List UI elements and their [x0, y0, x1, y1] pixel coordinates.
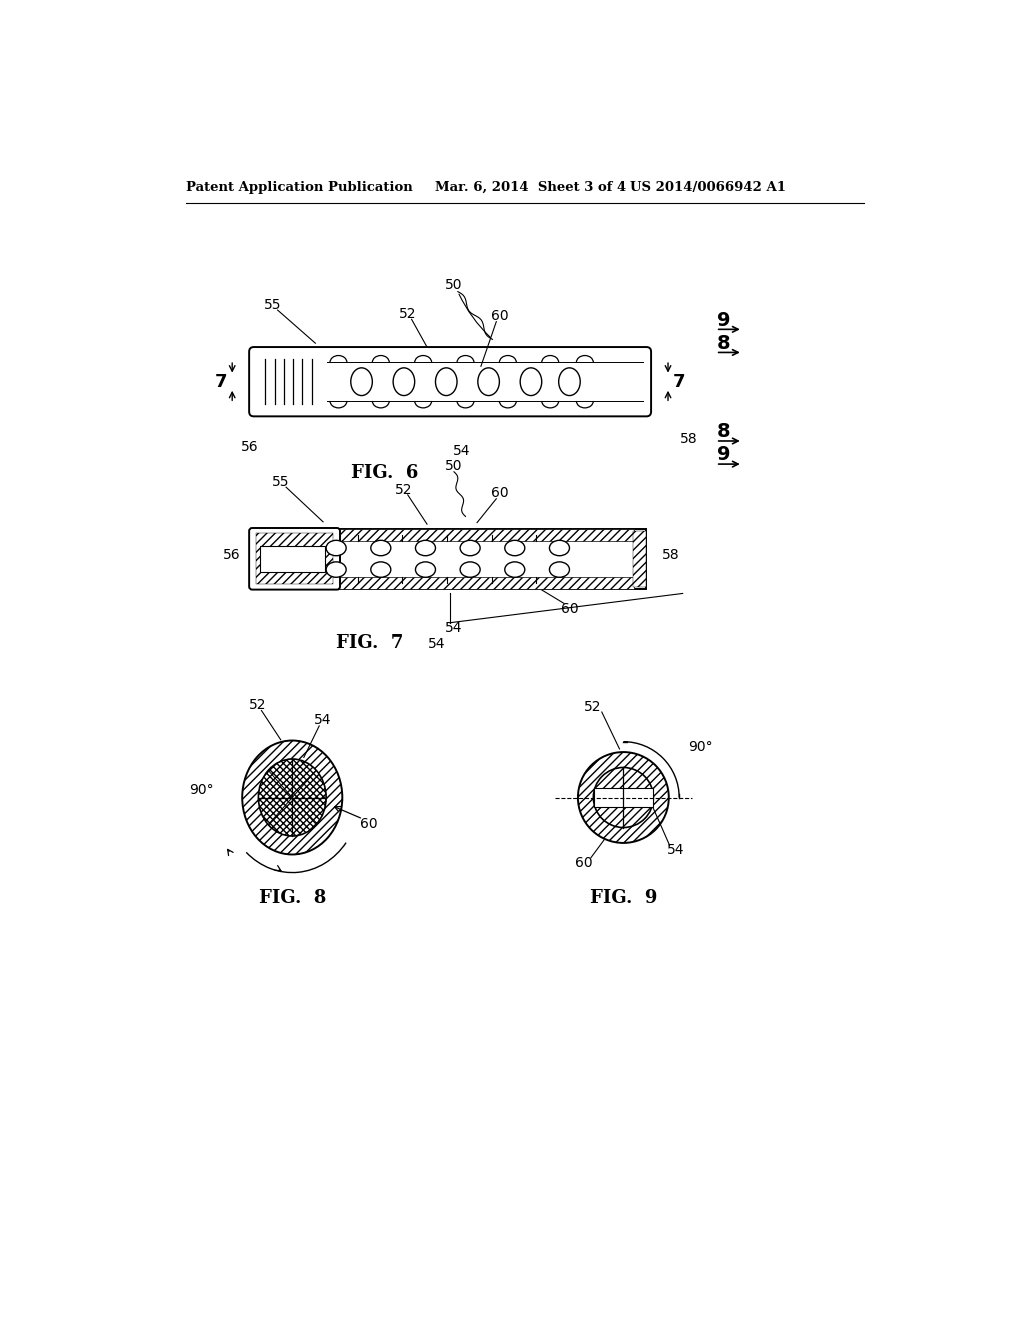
Ellipse shape: [371, 540, 391, 556]
Bar: [633, 531, 646, 586]
Text: Patent Application Publication: Patent Application Publication: [186, 181, 413, 194]
Text: Mar. 6, 2014  Sheet 3 of 4: Mar. 6, 2014 Sheet 3 of 4: [435, 181, 626, 194]
Ellipse shape: [393, 368, 415, 396]
Ellipse shape: [505, 562, 524, 577]
Ellipse shape: [520, 368, 542, 396]
Text: 54: 54: [314, 714, 332, 727]
Ellipse shape: [326, 562, 346, 577]
Text: 52: 52: [249, 698, 266, 711]
Ellipse shape: [550, 540, 569, 556]
Bar: [256, 533, 333, 585]
Text: 50: 50: [445, 459, 463, 474]
Text: 9: 9: [717, 310, 730, 330]
Ellipse shape: [416, 540, 435, 556]
Text: 58: 58: [663, 548, 680, 562]
Text: 7: 7: [215, 372, 227, 391]
Bar: [266, 529, 634, 541]
Text: US 2014/0066942 A1: US 2014/0066942 A1: [630, 181, 785, 194]
Text: 8: 8: [717, 422, 730, 441]
Text: 54: 54: [667, 843, 684, 857]
Text: 9: 9: [717, 445, 730, 465]
Text: 55: 55: [272, 475, 290, 488]
Text: 60: 60: [492, 309, 509, 323]
Ellipse shape: [505, 540, 524, 556]
Text: 52: 52: [399, 308, 417, 321]
Text: 54: 54: [445, 622, 463, 635]
Text: 52: 52: [584, 700, 601, 714]
Text: 52: 52: [395, 483, 413, 496]
Text: 54: 54: [428, 636, 445, 651]
Text: 7: 7: [673, 372, 685, 391]
Ellipse shape: [416, 562, 435, 577]
Text: 54: 54: [453, 444, 470, 458]
FancyBboxPatch shape: [249, 528, 340, 590]
Ellipse shape: [593, 767, 653, 828]
Ellipse shape: [351, 368, 373, 396]
Ellipse shape: [550, 562, 569, 577]
FancyBboxPatch shape: [249, 347, 651, 416]
Bar: [254, 529, 646, 589]
Bar: [594, 788, 652, 807]
Ellipse shape: [371, 562, 391, 577]
Ellipse shape: [460, 562, 480, 577]
Text: FIG.  8: FIG. 8: [259, 888, 326, 907]
Ellipse shape: [258, 759, 326, 836]
Ellipse shape: [326, 540, 346, 556]
Text: 60: 60: [360, 817, 378, 832]
Text: FIG.  7: FIG. 7: [336, 635, 403, 652]
Text: 60: 60: [561, 602, 579, 616]
Text: 8: 8: [717, 334, 730, 352]
Text: 60: 60: [574, 855, 592, 870]
Ellipse shape: [435, 368, 457, 396]
Bar: [266, 577, 634, 589]
Text: 60: 60: [492, 486, 509, 500]
Text: 90°: 90°: [688, 741, 713, 755]
Text: 58: 58: [680, 433, 697, 446]
Text: 50: 50: [445, 279, 463, 293]
Text: 55: 55: [264, 298, 282, 312]
Ellipse shape: [478, 368, 500, 396]
Ellipse shape: [460, 540, 480, 556]
Text: 56: 56: [241, 440, 259, 454]
Bar: [260, 545, 326, 572]
Text: 56: 56: [223, 548, 241, 562]
Text: 90°: 90°: [189, 783, 214, 797]
Text: FIG.  6: FIG. 6: [351, 463, 419, 482]
Ellipse shape: [578, 752, 669, 843]
Ellipse shape: [559, 368, 581, 396]
Ellipse shape: [243, 741, 342, 854]
Text: FIG.  9: FIG. 9: [590, 888, 657, 907]
